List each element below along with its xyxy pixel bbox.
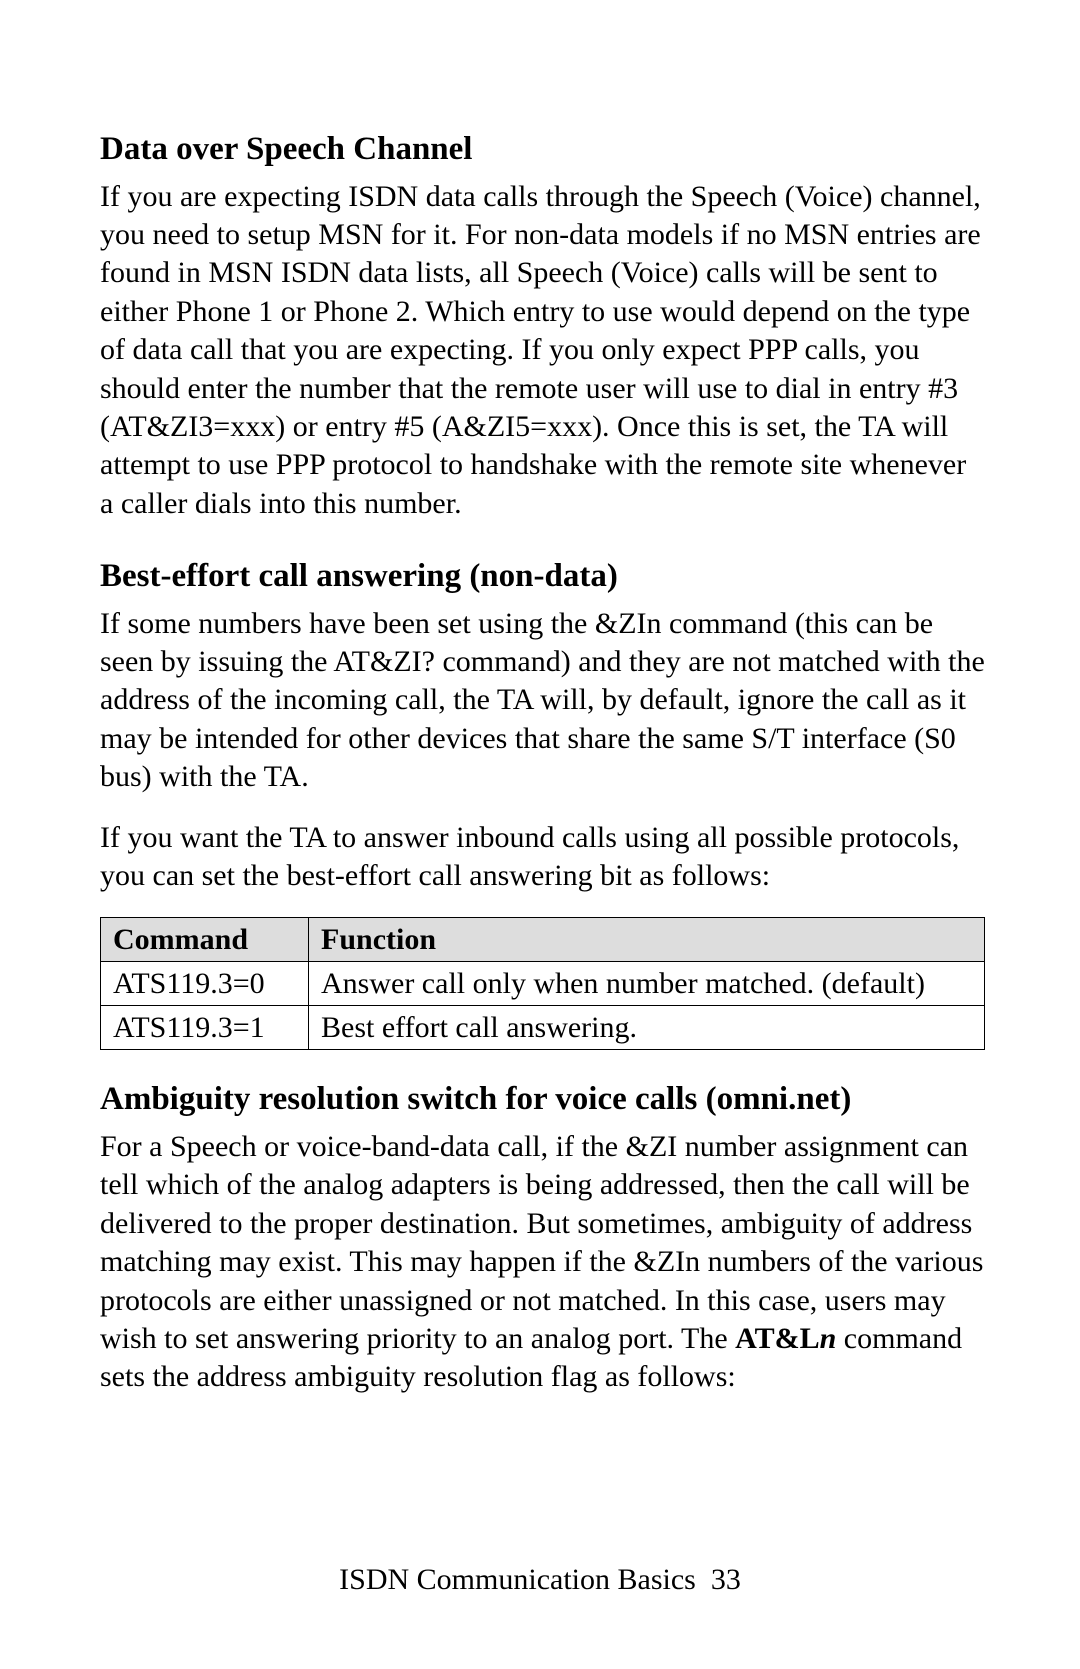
table-cell: Answer call only when number matched. (d… xyxy=(309,962,985,1006)
text-run-bold-italic: n xyxy=(820,1322,837,1355)
heading-best-effort: Best-effort call answering (non-data) xyxy=(100,557,985,597)
table-header-cell: Function xyxy=(309,918,985,962)
text-run-bold: AT&L xyxy=(735,1322,819,1355)
page-footer: ISDN Communication Basics 33 xyxy=(100,1563,980,1597)
heading-ambiguity-resolution: Ambiguity resolution switch for voice ca… xyxy=(100,1080,985,1120)
table-header-cell: Command xyxy=(101,918,309,962)
command-table: Command Function ATS119.3=0 Answer call … xyxy=(100,917,985,1050)
footer-page-number: 33 xyxy=(711,1563,741,1596)
paragraph: For a Speech or voice-band-data call, if… xyxy=(100,1128,985,1397)
table-row: ATS119.3=1 Best effort call answering. xyxy=(101,1006,985,1050)
table-cell: ATS119.3=0 xyxy=(101,962,309,1006)
paragraph: If some numbers have been set using the … xyxy=(100,605,985,797)
paragraph: If you want the TA to answer inbound cal… xyxy=(100,819,985,896)
footer-title: ISDN Communication Basics xyxy=(339,1563,696,1596)
table-row: ATS119.3=0 Answer call only when number … xyxy=(101,962,985,1006)
heading-data-over-speech: Data over Speech Channel xyxy=(100,130,985,170)
page: Data over Speech Channel If you are expe… xyxy=(0,0,1080,1669)
table-cell: Best effort call answering. xyxy=(309,1006,985,1050)
table-header-row: Command Function xyxy=(101,918,985,962)
paragraph: If you are expecting ISDN data calls thr… xyxy=(100,178,985,524)
table-cell: ATS119.3=1 xyxy=(101,1006,309,1050)
